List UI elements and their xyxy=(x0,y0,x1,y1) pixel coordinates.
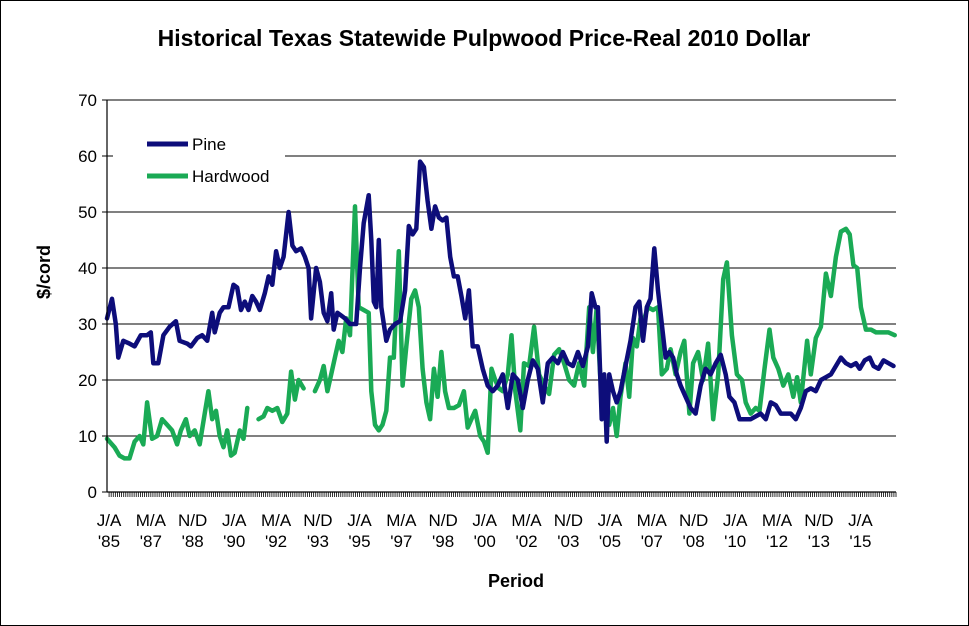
x-tick-label-year: '08 xyxy=(683,532,705,551)
x-tick-label-year: '85 xyxy=(98,532,120,551)
y-tick-label: 0 xyxy=(88,483,97,502)
legend-label-hardwood: Hardwood xyxy=(192,167,270,186)
x-tick-label-year: '92 xyxy=(265,532,287,551)
x-tick-label-year: '02 xyxy=(515,532,537,551)
y-tick-label: 70 xyxy=(78,91,97,110)
x-tick-label: N/D xyxy=(554,511,583,530)
series-lines xyxy=(104,159,897,461)
x-tick-label: J/A xyxy=(222,511,247,530)
x-tick-label: J/A xyxy=(723,511,748,530)
x-tick-label: J/A xyxy=(97,511,122,530)
x-tick-label: J/A xyxy=(347,511,372,530)
x-tick-label: J/A xyxy=(598,511,623,530)
x-tick-label-year: '13 xyxy=(808,532,830,551)
x-tick-label: N/D xyxy=(428,511,457,530)
x-tick-label: N/D xyxy=(804,511,833,530)
y-tick-labels: 0 10 20 30 40 50 60 70 xyxy=(78,91,97,502)
x-tick-label: M/A xyxy=(386,511,417,530)
x-tick-label-year: '15 xyxy=(849,532,871,551)
x-tick-labels: J/A '85 M/A '87 N/D '88 J/A '90 M/A '92 N/D '93 J/A '… xyxy=(97,511,874,551)
legend-label-pine: Pine xyxy=(192,135,226,154)
x-tick-label: N/D xyxy=(303,511,332,530)
legend-background xyxy=(113,128,285,190)
x-tick-label: M/A xyxy=(762,511,793,530)
x-axis-label: Period xyxy=(488,571,544,591)
x-tick-label-year: '10 xyxy=(724,532,746,551)
axes xyxy=(102,99,897,497)
x-tick-label: M/A xyxy=(136,511,167,530)
x-tick-label: N/D xyxy=(679,511,708,530)
x-tick-label-year: '07 xyxy=(641,532,663,551)
x-tick-label-year: '98 xyxy=(432,532,454,551)
y-tick-label: 50 xyxy=(78,203,97,222)
y-tick-label: 40 xyxy=(78,259,97,278)
x-tick-label-year: '95 xyxy=(348,532,370,551)
chart-title: Historical Texas Statewide Pulpwood Pric… xyxy=(158,25,811,51)
y-tick-label: 10 xyxy=(78,427,97,446)
x-tick-label: J/A xyxy=(848,511,873,530)
x-tick-label: N/D xyxy=(178,511,207,530)
x-tick-label-year: '87 xyxy=(140,532,162,551)
x-tick-label: M/A xyxy=(261,511,292,530)
series-line-pine xyxy=(104,159,896,444)
x-tick-label: M/A xyxy=(511,511,542,530)
x-tick-label-year: '93 xyxy=(307,532,329,551)
x-tick-label-year: '00 xyxy=(474,532,496,551)
y-tick-label: 30 xyxy=(78,315,97,334)
x-tick-label: J/A xyxy=(472,511,497,530)
x-tick-label: M/A xyxy=(637,511,668,530)
x-tick-label-year: '88 xyxy=(182,532,204,551)
y-tick-label: 20 xyxy=(78,371,97,390)
x-tick-label-year: '03 xyxy=(557,532,579,551)
x-tick-label-year: '97 xyxy=(390,532,412,551)
x-tick-label-year: '90 xyxy=(223,532,245,551)
x-tick-label-year: '12 xyxy=(766,532,788,551)
x-tick-label-year: '05 xyxy=(599,532,621,551)
legend: Pine Hardwood xyxy=(113,128,285,190)
series-line-hardwood xyxy=(104,204,897,461)
y-axis-label: $/cord xyxy=(34,245,54,299)
y-tick-label: 60 xyxy=(78,147,97,166)
